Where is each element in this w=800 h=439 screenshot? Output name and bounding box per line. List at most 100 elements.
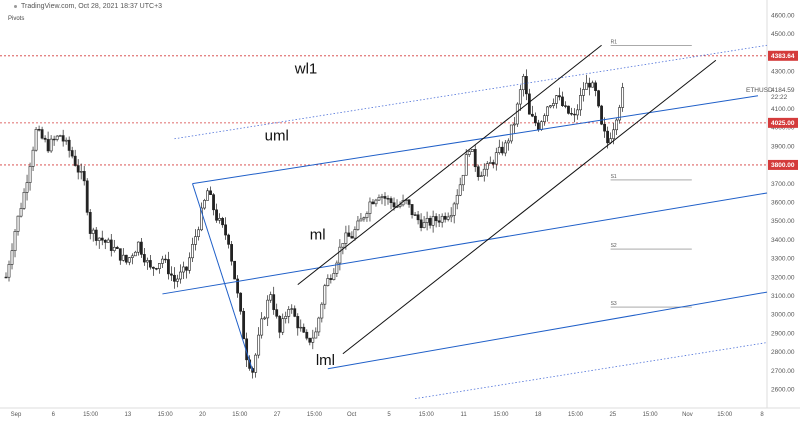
y-tick-label: 3600.00 — [771, 200, 795, 207]
candle-body — [224, 224, 227, 236]
candle-body — [215, 209, 218, 221]
candle-body — [416, 214, 420, 221]
line-channel-lower[interactable] — [342, 59, 717, 355]
candle-body — [191, 244, 194, 259]
x-tick-label: 27 — [274, 412, 281, 418]
candle-body — [464, 154, 468, 176]
candle-body — [188, 257, 191, 271]
line-pitchfork-lower-warning-line[interactable] — [415, 342, 768, 400]
candle-body — [567, 105, 570, 114]
candle-body — [19, 208, 23, 217]
y-tick-label: 4000.00 — [771, 125, 795, 132]
candle-body — [389, 198, 393, 204]
pivots-indicator-label[interactable]: Pivots — [8, 16, 25, 22]
pivot-label-s1: S1 — [611, 174, 617, 180]
candle-body — [139, 241, 143, 255]
x-tick-label: 15:00 — [83, 412, 99, 418]
pitchfork-and-channel[interactable]: wl1 uml ml lml — [162, 44, 768, 400]
candle-body — [368, 201, 372, 214]
candle-body — [600, 105, 603, 125]
candle-body — [242, 310, 246, 340]
x-tick-label: Nov — [682, 412, 693, 418]
line-pitchfork-upper-median-line[interactable] — [192, 95, 759, 185]
candle-body — [377, 197, 381, 201]
x-axis[interactable]: Sep 6 15:00 13 15:00 20 15:00 27 15:00 Oct 5 15:00 1… — [11, 412, 765, 418]
candle-body — [305, 331, 309, 339]
candle-body — [130, 255, 134, 258]
candle-body — [230, 244, 233, 262]
candle-body — [434, 216, 438, 222]
x-tick-label: Oct — [347, 412, 357, 418]
candle-body — [148, 260, 152, 268]
candle-body — [100, 237, 104, 241]
candle-body — [546, 106, 549, 116]
candle-body — [58, 135, 62, 137]
candle-body — [203, 200, 206, 209]
candle-body — [212, 194, 215, 211]
x-tick-label: 15:00 — [568, 412, 584, 418]
candle-body — [588, 82, 591, 88]
candle-body — [233, 260, 237, 280]
candle-body — [284, 316, 288, 319]
candle-body — [533, 115, 537, 124]
x-tick-label: 11 — [460, 412, 467, 418]
candle-body — [530, 113, 534, 117]
line-pitchfork-handle[interactable] — [192, 183, 254, 371]
candle-body — [329, 278, 333, 280]
line-label-ml: ml — [310, 227, 326, 244]
candle-body — [151, 266, 155, 269]
candle-body — [612, 129, 615, 139]
status-dot-icon — [14, 4, 17, 8]
x-tick-label: 15:00 — [493, 412, 509, 418]
candle-body — [127, 257, 131, 263]
candle-body — [431, 216, 435, 226]
price-tag-2: 3800.00 — [771, 162, 795, 169]
candle-body — [124, 254, 128, 263]
line-pitchfork-median-line[interactable] — [162, 192, 768, 295]
candle-body — [290, 308, 294, 310]
candle-body — [25, 182, 29, 193]
candle-body — [299, 326, 303, 329]
candle-body — [440, 215, 444, 223]
candle-body — [296, 316, 300, 329]
candle-body — [200, 207, 203, 231]
candle-body — [606, 130, 609, 144]
candle-body — [543, 115, 546, 122]
candle-body — [55, 135, 59, 140]
candle-body — [552, 103, 555, 106]
line-pitchfork-lower-median-line[interactable] — [327, 291, 768, 370]
y-axis[interactable]: 4600.00 4500.00 4300.00 4100.00 4000.00 3900.… — [771, 13, 795, 394]
y-tick-label: 4300.00 — [771, 69, 795, 76]
candle-body — [515, 103, 519, 125]
candle-body — [109, 239, 113, 251]
line-pitchfork-warning-line[interactable] — [174, 44, 768, 140]
candle-body — [13, 231, 17, 251]
candle-body — [61, 135, 65, 142]
candle-body — [422, 222, 426, 228]
candle-body — [266, 299, 270, 319]
candle-body — [97, 237, 101, 241]
line-label-wl1: wl1 — [294, 60, 318, 77]
line-label-lml: lml — [316, 352, 335, 369]
candle-body — [185, 266, 188, 271]
line-label-uml: uml — [265, 128, 289, 145]
candle-body — [85, 180, 89, 213]
candle-body — [561, 96, 564, 107]
x-tick-label: 15:00 — [717, 412, 733, 418]
candle-body — [603, 123, 606, 132]
candle-body — [182, 266, 185, 273]
y-tick-label: 3500.00 — [771, 218, 795, 225]
candle-body — [332, 273, 336, 280]
candles — [4, 69, 625, 379]
candle-body — [353, 229, 357, 239]
line-channel-upper[interactable] — [297, 44, 602, 285]
candle-body — [73, 155, 77, 166]
candle-body — [413, 214, 417, 216]
candle-body — [621, 87, 625, 108]
candle-body — [461, 174, 465, 186]
candle-body — [392, 202, 396, 208]
candle-body — [79, 171, 83, 173]
pivot-label-s2: S2 — [611, 243, 617, 249]
candle-body — [170, 273, 173, 276]
